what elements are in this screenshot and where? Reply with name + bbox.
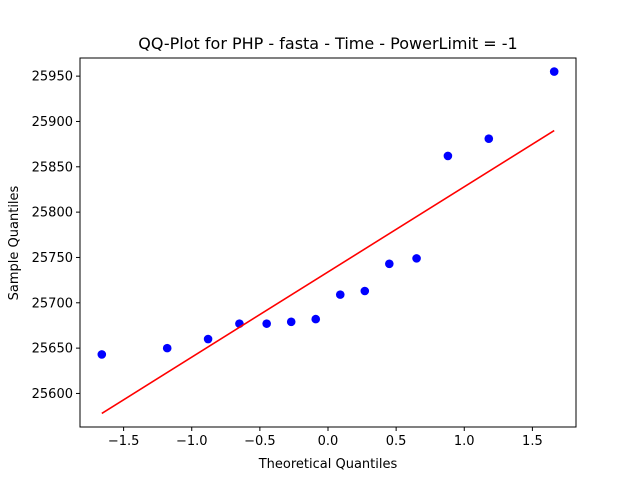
chart-title: QQ-Plot for PHP - fasta - Time - PowerLi… [138,34,517,53]
data-point [443,151,453,161]
data-point [360,286,370,296]
axes-frame [79,57,577,428]
data-point [549,67,559,76]
data-point [484,134,494,143]
y-tick-label: 25800 [32,206,73,221]
y-tick-label: 25650 [32,342,73,357]
data-point [335,290,345,299]
reference-line [101,129,555,415]
x-tick-label: −1.0 [176,434,208,449]
data-point [262,319,271,328]
data-point [286,317,296,327]
y-tick-label: 25900 [32,115,73,130]
x-tick-label: −1.5 [108,434,140,449]
x-tick-label: −0.5 [244,434,276,449]
y-tick-label: 25700 [32,296,73,311]
data-point [385,259,394,269]
x-tick-label: 0.5 [386,434,407,449]
x-axis: −1.5 −1.0 −0.5 0.0 0.5 1.0 1.5 [108,427,543,449]
y-tick-label: 25600 [32,387,73,402]
data-point [311,314,321,324]
x-tick-label: 1.0 [454,434,475,449]
y-axis-label: Sample Quantiles [7,185,22,300]
y-tick-label: 25950 [32,70,73,85]
y-tick-label: 25850 [32,160,73,175]
x-tick-label: 1.5 [522,434,543,449]
x-tick-label: 0.0 [318,434,339,449]
y-tick-label: 25750 [32,251,73,266]
y-axis: 25600 25650 25700 25750 25800 25850 25900 25950 [32,70,80,402]
data-point [412,254,421,263]
data-point [97,350,107,359]
x-axis-label: Theoretical Quantiles [258,457,398,472]
data-point [162,343,172,353]
data-point [203,334,213,344]
plot-area [97,67,559,415]
